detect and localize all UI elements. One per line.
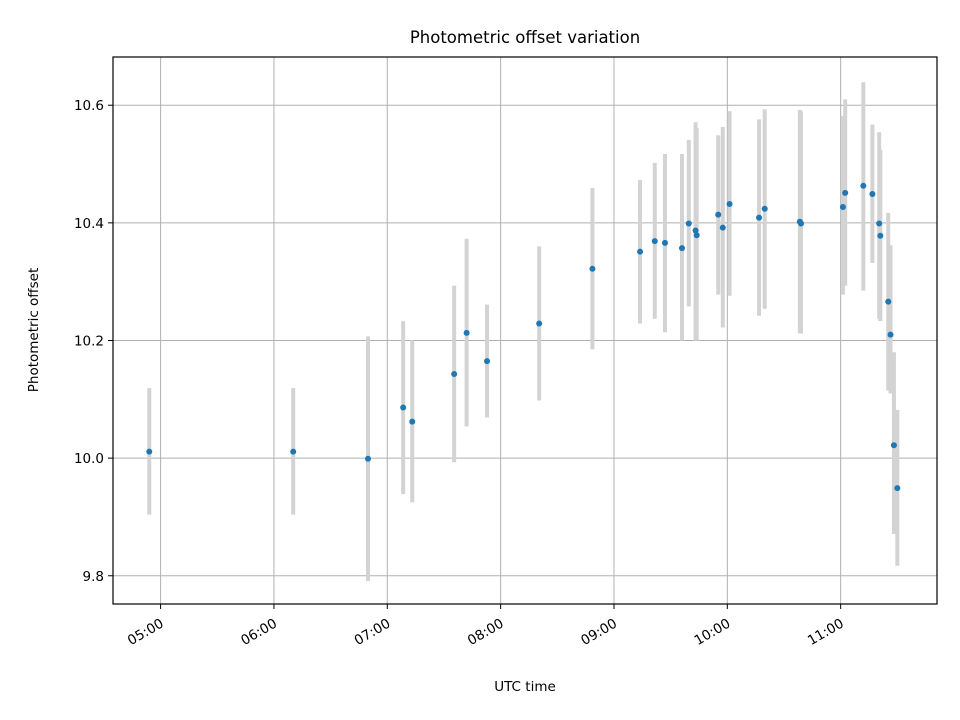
- data-point: [842, 189, 849, 196]
- data-point: [400, 404, 407, 411]
- y-tick-label: 10.6: [74, 98, 104, 114]
- y-tick-label: 10.0: [74, 451, 104, 467]
- data-point: [451, 371, 458, 378]
- data-point: [651, 238, 658, 245]
- chart-title: Photometric offset variation: [410, 28, 640, 47]
- data-point: [761, 205, 768, 212]
- y-tick-label: 9.8: [83, 569, 104, 585]
- data-point: [536, 320, 543, 327]
- y-tick-label: 10.2: [74, 333, 104, 349]
- y-axis-ticks: 9.8 10.0 10.2 10.4 10.6: [74, 98, 113, 585]
- data-point: [887, 331, 894, 338]
- data-point: [463, 329, 470, 336]
- data-point: [839, 203, 846, 210]
- data-point: [797, 220, 804, 227]
- data-point: [409, 418, 416, 425]
- data-point: [869, 191, 876, 198]
- data-point: [661, 239, 668, 246]
- data-point: [726, 201, 733, 208]
- data-point: [860, 182, 867, 189]
- data-point: [885, 298, 892, 305]
- x-axis-label: UTC time: [494, 679, 556, 695]
- plot-area-frame: [112, 56, 938, 605]
- data-point: [589, 265, 596, 272]
- data-point: [719, 224, 726, 231]
- data-point: [678, 245, 685, 252]
- data-point: [877, 232, 884, 239]
- data-point: [637, 248, 644, 255]
- data-point: [685, 220, 692, 227]
- data-point: [692, 227, 699, 234]
- y-axis-label: Photometric offset: [26, 268, 42, 392]
- grid-lines: [113, 57, 937, 604]
- data-point: [715, 211, 722, 218]
- data-point: [484, 358, 491, 365]
- y-tick-label: 10.4: [74, 216, 104, 232]
- data-point: [290, 448, 297, 455]
- data-point: [365, 455, 372, 462]
- data-point: [146, 448, 153, 455]
- data-point: [894, 485, 901, 492]
- data-point: [756, 214, 763, 221]
- data-point: [890, 442, 897, 449]
- data-points: [146, 182, 901, 492]
- data-point: [693, 232, 700, 239]
- data-point: [876, 220, 883, 227]
